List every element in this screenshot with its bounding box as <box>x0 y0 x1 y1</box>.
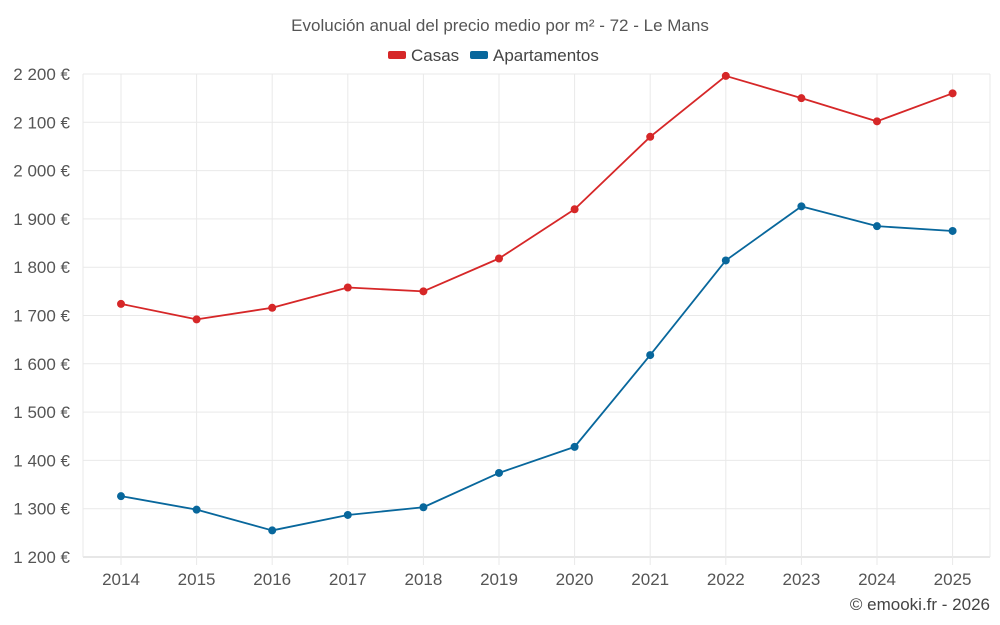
data-point-casas[interactable] <box>343 283 352 292</box>
legend-item-casas[interactable]: Casas <box>388 46 459 65</box>
legend: Casas Apartamentos <box>388 46 599 65</box>
series-line-casas <box>120 75 953 321</box>
data-point-apartamentos[interactable] <box>721 256 730 265</box>
grid <box>82 73 991 565</box>
legend-swatch <box>388 51 406 59</box>
data-point-casas[interactable] <box>646 132 655 141</box>
x-tick-label: 2019 <box>480 570 518 589</box>
x-tick-label: 2021 <box>631 570 669 589</box>
series-line-apartamentos <box>120 205 953 532</box>
x-tick-label: 2022 <box>707 570 745 589</box>
x-tick-label: 2020 <box>556 570 594 589</box>
y-tick-label: 1 700 € <box>13 307 70 326</box>
data-point-casas[interactable] <box>570 205 579 214</box>
data-point-apartamentos[interactable] <box>948 226 957 235</box>
data-point-casas[interactable] <box>268 303 277 312</box>
data-point-casas[interactable] <box>192 315 201 324</box>
data-point-casas[interactable] <box>873 117 881 126</box>
data-point-apartamentos[interactable] <box>495 468 503 477</box>
credit-text: © emooki.fr - 2026 <box>850 595 990 614</box>
y-tick-label: 1 600 € <box>13 355 70 374</box>
y-tick-label: 1 300 € <box>13 500 70 519</box>
y-tick-label: 2 200 € <box>13 65 70 84</box>
x-axis: 2014 2015 2016 2017 2018 2019 2020 2021 2022 2023… <box>102 570 971 589</box>
data-point-apartamentos[interactable] <box>419 503 428 512</box>
data-point-apartamentos[interactable] <box>117 492 125 501</box>
y-tick-label: 2 000 € <box>13 162 70 181</box>
data-point-casas[interactable] <box>721 71 730 80</box>
data-point-casas[interactable] <box>948 89 957 98</box>
y-tick-label: 1 200 € <box>13 548 70 567</box>
data-point-casas[interactable] <box>495 254 503 263</box>
series-layer <box>117 71 957 535</box>
data-point-apartamentos[interactable] <box>570 442 579 451</box>
legend-swatch <box>470 51 488 59</box>
data-point-apartamentos[interactable] <box>343 510 352 519</box>
y-tick-label: 1 400 € <box>13 451 70 470</box>
data-point-casas[interactable] <box>419 287 428 296</box>
data-point-apartamentos[interactable] <box>192 505 201 514</box>
legend-item-apartamentos[interactable]: Apartamentos <box>470 46 599 65</box>
data-point-apartamentos[interactable] <box>797 202 806 211</box>
data-point-apartamentos[interactable] <box>268 526 277 535</box>
chart-title: Evolución anual del precio medio por m² … <box>291 16 709 35</box>
data-point-casas[interactable] <box>117 299 125 308</box>
y-tick-label: 1 500 € <box>13 403 70 422</box>
x-tick-label: 2023 <box>782 570 820 589</box>
y-tick-label: 2 100 € <box>13 113 70 132</box>
y-tick-label: 1 800 € <box>13 258 70 277</box>
legend-label: Apartamentos <box>493 46 599 65</box>
series-casas <box>117 71 957 324</box>
x-tick-label: 2015 <box>178 570 216 589</box>
y-axis: 1 200 € 1 300 € 1 400 € 1 500 € 1 600 € 1 700… <box>13 65 70 567</box>
x-tick-label: 2017 <box>329 570 367 589</box>
data-point-apartamentos[interactable] <box>873 222 881 231</box>
legend-label: Casas <box>411 46 459 65</box>
x-tick-label: 2024 <box>858 570 896 589</box>
series-apartamentos <box>117 202 957 535</box>
x-tick-label: 2018 <box>404 570 442 589</box>
x-tick-label: 2014 <box>102 570 140 589</box>
x-tick-label: 2025 <box>934 570 972 589</box>
data-point-apartamentos[interactable] <box>646 351 655 360</box>
x-tick-label: 2016 <box>253 570 291 589</box>
y-tick-label: 1 900 € <box>13 210 70 229</box>
data-point-casas[interactable] <box>797 94 806 103</box>
